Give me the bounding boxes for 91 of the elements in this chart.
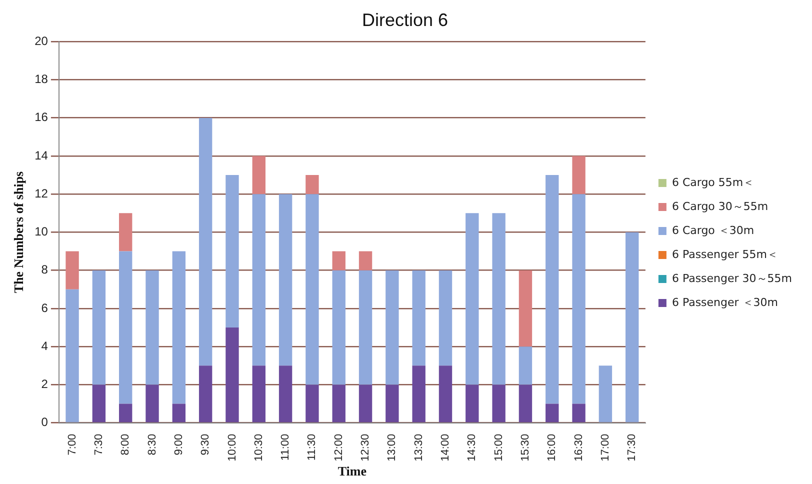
y-tick-label: 10 bbox=[34, 224, 48, 239]
bar bbox=[306, 175, 319, 194]
y-tick-label: 16 bbox=[34, 110, 48, 124]
x-tick-label: 13:30 bbox=[412, 434, 425, 462]
y-tick-label: 6 bbox=[41, 300, 48, 315]
legend-label: 6 Passenger ＜30m bbox=[672, 296, 778, 309]
bar bbox=[92, 384, 106, 422]
bar bbox=[412, 366, 426, 422]
x-tick-label: 11:00 bbox=[280, 434, 292, 461]
bar bbox=[118, 251, 132, 404]
y-tick-label: 2 bbox=[41, 377, 48, 392]
x-axis-title: Time bbox=[338, 464, 367, 479]
bar bbox=[438, 270, 452, 366]
bar bbox=[518, 384, 532, 422]
bar bbox=[66, 289, 79, 422]
x-tick-label: 17:30 bbox=[626, 434, 638, 462]
x-tick-label: 9:30 bbox=[200, 434, 212, 456]
bar bbox=[358, 270, 372, 385]
x-tick-label: 14:30 bbox=[466, 434, 478, 462]
bar bbox=[546, 175, 559, 404]
bar bbox=[306, 194, 319, 385]
x-tick-label: 15:30 bbox=[520, 434, 532, 462]
bar bbox=[492, 384, 506, 422]
bar bbox=[626, 232, 639, 422]
bar bbox=[438, 366, 452, 422]
legend-label: 6 Cargo 55m＜ bbox=[672, 176, 754, 189]
y-axis-title: The Numbers of ships bbox=[11, 171, 26, 294]
x-tick-label: 15:00 bbox=[492, 434, 505, 462]
y-tick-label: 14 bbox=[34, 148, 48, 162]
bar bbox=[92, 270, 106, 385]
bar bbox=[198, 366, 212, 422]
bar bbox=[518, 270, 532, 347]
x-tick-label: 11:30 bbox=[306, 434, 318, 461]
x-tick-label: 16:00 bbox=[546, 434, 558, 462]
bar bbox=[412, 270, 426, 366]
legend-label: 6 Cargo 30～55m bbox=[672, 200, 768, 213]
bar bbox=[66, 251, 79, 290]
bar bbox=[252, 156, 266, 194]
x-tick-label: 8:00 bbox=[120, 434, 132, 456]
legend-label: 6 Cargo ＜30m bbox=[672, 224, 754, 237]
bar bbox=[146, 384, 159, 422]
bar bbox=[172, 404, 186, 422]
legend-label: 6 Passenger 30～55m bbox=[672, 272, 792, 285]
x-tick-label: 10:00 bbox=[226, 434, 238, 462]
y-tick-label: 8 bbox=[41, 262, 48, 277]
bar bbox=[572, 404, 586, 422]
bar bbox=[278, 194, 292, 366]
bar bbox=[466, 213, 479, 385]
bar bbox=[118, 213, 132, 252]
bar bbox=[492, 213, 506, 385]
y-tick-label: 18 bbox=[34, 72, 48, 86]
bar bbox=[332, 251, 346, 270]
y-tick-label: 20 bbox=[34, 34, 48, 48]
bar bbox=[252, 366, 266, 422]
bar bbox=[466, 384, 479, 422]
bar bbox=[358, 384, 372, 422]
bar bbox=[572, 156, 586, 194]
bar bbox=[598, 366, 612, 422]
x-tick-label: 8:30 bbox=[146, 434, 158, 456]
bar bbox=[332, 270, 346, 385]
bar bbox=[386, 384, 399, 422]
y-tick-label: 4 bbox=[41, 338, 48, 353]
bar bbox=[252, 194, 266, 366]
y-tick-label: 0 bbox=[41, 415, 48, 430]
x-tick-label: 16:30 bbox=[572, 434, 585, 462]
bar bbox=[386, 270, 399, 385]
x-tick-label: 12:00 bbox=[332, 434, 345, 462]
x-tick-label: 14:00 bbox=[440, 434, 452, 462]
bar bbox=[226, 175, 239, 328]
bar bbox=[278, 366, 292, 422]
x-tick-label: 13:00 bbox=[386, 434, 398, 462]
bar bbox=[332, 384, 346, 422]
x-tick-label: 9:00 bbox=[172, 434, 185, 456]
x-tick-label: 7:30 bbox=[92, 434, 105, 456]
bar bbox=[518, 346, 532, 385]
x-tick-label: 12:30 bbox=[360, 434, 372, 462]
bar bbox=[146, 270, 159, 385]
chart-title: Direction 6 bbox=[362, 10, 448, 30]
legend-label: 6 Passenger 55m＜ bbox=[672, 248, 778, 261]
bar bbox=[572, 194, 586, 404]
y-tick-label: 12 bbox=[34, 186, 48, 200]
bar bbox=[546, 404, 559, 422]
x-tick-label: 17:00 bbox=[599, 434, 612, 462]
x-tick-label: 7:00 bbox=[66, 434, 78, 456]
bar bbox=[306, 384, 319, 422]
bar bbox=[226, 328, 239, 422]
bar bbox=[172, 251, 186, 404]
bar bbox=[358, 251, 372, 270]
bar bbox=[118, 404, 132, 422]
x-tick-label: 10:30 bbox=[252, 434, 265, 462]
bar bbox=[198, 118, 212, 366]
